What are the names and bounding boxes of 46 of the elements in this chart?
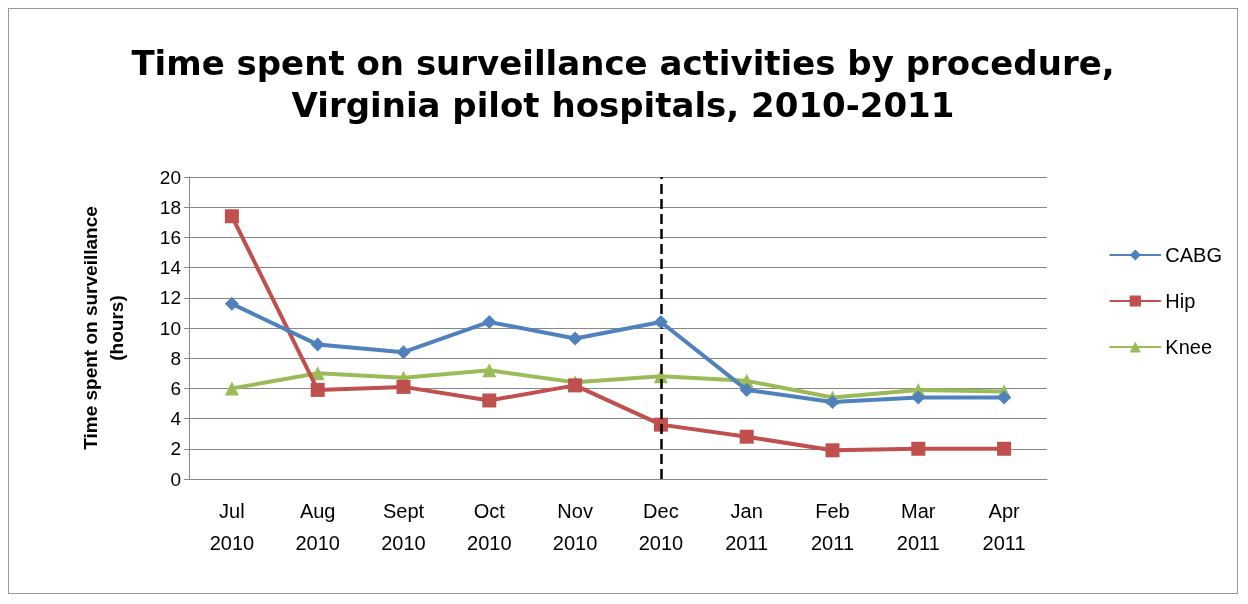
legend-label: Hip	[1165, 290, 1196, 312]
y-tick-label: 4	[170, 408, 182, 430]
x-tick-label: Apr 2011	[982, 500, 1026, 554]
y-tick-label: 8	[170, 347, 181, 369]
point	[224, 381, 239, 396]
x-tick-label: Feb 2011	[810, 500, 855, 554]
x-tick-label: Nov 2010	[552, 500, 598, 554]
x-tick-label: Jan 2011	[725, 500, 769, 554]
y-tick-label: 16	[159, 226, 181, 248]
point	[739, 429, 754, 444]
point	[224, 209, 239, 224]
point	[911, 390, 926, 405]
point	[310, 382, 325, 397]
point	[997, 390, 1012, 405]
point	[396, 345, 411, 360]
point	[396, 379, 411, 394]
y-tick-label: 14	[159, 257, 182, 279]
point	[739, 382, 754, 397]
point	[568, 331, 583, 346]
point	[482, 363, 497, 378]
y-tick-label: 10	[159, 317, 181, 339]
chart-title: Time spent on surveillance activities by procedure, Virginia pilot hospitals, 2010-2011	[131, 43, 1115, 125]
point	[997, 441, 1012, 456]
point	[482, 314, 497, 329]
y-tick-label: 20	[159, 166, 181, 188]
point	[825, 394, 840, 409]
x-tick-label: Aug 2010	[295, 500, 340, 554]
x-tick-label: Mar 2011	[896, 500, 940, 554]
y-axis-title: Time spent on surveillance (hours)	[79, 206, 127, 450]
point	[911, 441, 926, 456]
x-tick-label: Dec 2010	[638, 500, 684, 554]
legend-label: CABG	[1165, 244, 1223, 266]
point	[224, 296, 239, 311]
point	[310, 337, 325, 352]
point	[825, 443, 840, 458]
point	[653, 314, 668, 329]
y-tick-label: 6	[170, 377, 181, 399]
x-tick-label: Jul 2010	[209, 500, 255, 554]
y-tick-label: 18	[159, 196, 181, 218]
x-tick-label: Sept 2010	[381, 500, 426, 554]
y-tick-label: 12	[159, 287, 181, 309]
y-tick-label: 2	[170, 438, 181, 460]
point	[482, 393, 497, 408]
y-tick-label: 0	[170, 468, 181, 490]
legend-label: Knee	[1165, 336, 1213, 358]
x-tick-label: Oct 2010	[467, 500, 512, 554]
